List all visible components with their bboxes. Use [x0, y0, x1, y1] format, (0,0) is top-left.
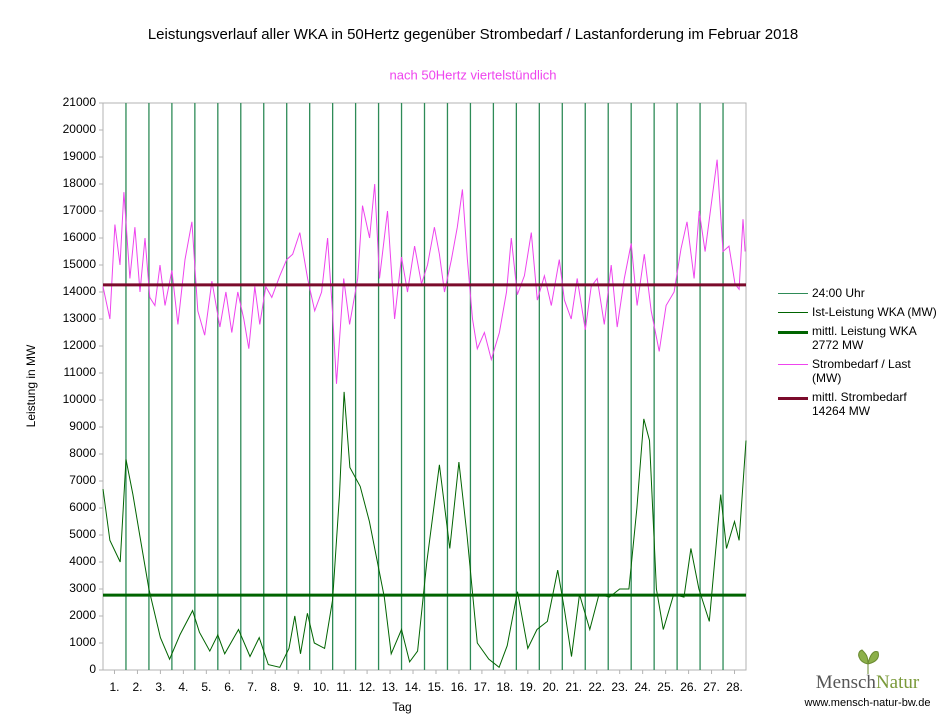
x-tick-label: 8. — [270, 680, 280, 694]
y-tick-label: 6000 — [69, 500, 96, 514]
y-tick-label: 0 — [89, 662, 96, 676]
x-tick-label: 7. — [247, 680, 257, 694]
y-tick-label: 11000 — [64, 365, 97, 379]
legend-label: Ist-Leistung WKA (MW) — [812, 305, 937, 319]
y-tick-label: 1000 — [69, 635, 96, 649]
legend-swatch — [778, 293, 808, 294]
x-tick-label: 12. — [359, 680, 376, 694]
y-tick-label: 2000 — [69, 608, 96, 622]
legend-swatch — [778, 331, 808, 334]
legend-item: Strombedarf / Last (MW) — [778, 357, 938, 385]
x-tick-label: 22. — [588, 680, 605, 694]
x-tick-label: 5. — [201, 680, 211, 694]
logo-leaf — [857, 649, 879, 674]
x-tick-label: 11. — [336, 680, 352, 694]
y-tick-label: 21000 — [63, 95, 97, 109]
legend-item: Ist-Leistung WKA (MW) — [778, 305, 938, 319]
y-tick-label: 10000 — [63, 392, 97, 406]
x-tick-label: 28. — [726, 680, 743, 694]
x-tick-label: 20. — [542, 680, 559, 694]
x-tick-label: 26. — [680, 680, 697, 694]
x-tick-label: 16. — [451, 680, 468, 694]
y-axis-label: Leistung in MW — [24, 344, 38, 427]
chart-title: Leistungsverlauf aller WKA in 50Hertz ge… — [148, 26, 798, 43]
y-tick-label: 7000 — [69, 473, 96, 487]
legend-label: mittl. Strombedarf 14264 MW — [812, 390, 907, 418]
x-tick-label: 24. — [634, 680, 651, 694]
legend-label: mittl. Leistung WKA 2772 MW — [812, 324, 917, 352]
series-line — [102, 391, 747, 669]
y-tick-label: 19000 — [63, 149, 97, 163]
y-tick-label: 16000 — [63, 230, 97, 244]
y-tick-label: 14000 — [63, 284, 97, 298]
x-tick-label: 6. — [224, 680, 234, 694]
x-tick-label: 18. — [497, 680, 514, 694]
legend-item: 24:00 Uhr — [778, 286, 938, 300]
legend-swatch — [778, 397, 808, 400]
x-tick-label: 19. — [519, 680, 536, 694]
y-tick-label: 17000 — [63, 203, 97, 217]
legend-label: 24:00 Uhr — [812, 286, 865, 300]
logo-brand-right: Natur — [875, 672, 920, 693]
y-tick-label: 3000 — [69, 581, 96, 595]
x-tick-label: 14. — [405, 680, 422, 694]
x-tick-label: 27. — [703, 680, 720, 694]
logo: MenschNatur www.mensch-natur-bw.de — [795, 648, 940, 709]
x-tick-label: 25. — [657, 680, 674, 694]
x-tick-label: 15. — [428, 680, 445, 694]
y-tick-label: 8000 — [69, 446, 96, 460]
x-tick-label: 17. — [474, 680, 491, 694]
x-tick-label: 2. — [132, 680, 142, 694]
y-tick-label: 15000 — [63, 257, 97, 271]
logo-brand: MenschNatur — [795, 672, 940, 694]
legend-swatch — [778, 312, 808, 313]
y-tick-label: 13000 — [63, 311, 97, 325]
y-tick-label: 18000 — [63, 176, 97, 190]
y-tick-label: 9000 — [69, 419, 96, 433]
logo-url: www.mensch-natur-bw.de — [804, 697, 931, 709]
chart-subtitle: nach 50Hertz viertelstündlich — [390, 67, 557, 82]
legend-item: mittl. Leistung WKA 2772 MW — [778, 324, 938, 352]
x-tick-label: 10. — [313, 680, 330, 694]
x-tick-label: 9. — [293, 680, 303, 694]
legend: 24:00 Uhr Ist-Leistung WKA (MW) mittl. Lei… — [778, 286, 938, 423]
logo-brand-left: Mensch — [815, 672, 876, 693]
x-tick-label: 3. — [155, 680, 165, 694]
y-tick-label: 20000 — [63, 122, 97, 136]
x-tick-label: 1. — [109, 680, 119, 694]
y-tick-label: 5000 — [69, 527, 96, 541]
x-tick-label: 23. — [611, 680, 628, 694]
legend-item: mittl. Strombedarf 14264 MW — [778, 390, 938, 418]
x-tick-label: 4. — [178, 680, 188, 694]
legend-swatch — [778, 364, 808, 365]
legend-label: Strombedarf / Last (MW) — [812, 357, 911, 385]
x-tick-label: 13. — [382, 680, 399, 694]
x-axis-label: Tag — [392, 700, 411, 714]
y-tick-label: 4000 — [69, 554, 96, 568]
x-tick-label: 21. — [565, 680, 582, 694]
y-tick-label: 12000 — [63, 338, 97, 352]
